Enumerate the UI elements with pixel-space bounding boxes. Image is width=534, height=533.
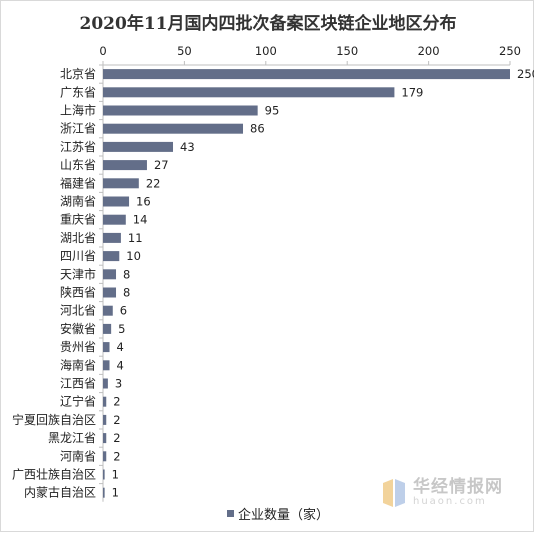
- bar: [103, 269, 117, 280]
- data-label: 2: [113, 413, 120, 427]
- data-label: 14: [133, 213, 148, 227]
- bar: [103, 105, 258, 116]
- data-label: 11: [128, 231, 143, 245]
- data-label: 22: [146, 176, 161, 190]
- data-label: 179: [401, 85, 423, 99]
- bar: [103, 414, 107, 425]
- bar: [103, 69, 510, 80]
- category-label: 福建省: [60, 175, 96, 190]
- bar: [103, 87, 395, 98]
- category-label: 海南省: [60, 357, 96, 372]
- bar: [103, 232, 121, 243]
- category-label: 浙江省: [60, 122, 96, 136]
- bar: [103, 451, 107, 462]
- category-label: 内蒙古自治区: [24, 485, 96, 500]
- category-label: 天津市: [60, 266, 96, 281]
- bar: [103, 214, 126, 225]
- data-label: 6: [120, 304, 127, 318]
- data-label: 1: [112, 468, 119, 482]
- data-label: 4: [117, 340, 124, 354]
- x-tick-label: 250: [499, 44, 521, 58]
- bar: [103, 287, 117, 298]
- category-label: 江西省: [60, 377, 96, 391]
- category-label: 四川省: [60, 249, 96, 263]
- data-label: 86: [250, 122, 265, 136]
- category-label: 广东省: [60, 85, 96, 99]
- category-label: 宁夏回族自治区: [12, 412, 96, 427]
- category-label: 湖南省: [60, 194, 96, 209]
- bar: [103, 178, 139, 189]
- data-label: 4: [117, 358, 124, 372]
- category-label: 上海市: [60, 103, 96, 118]
- data-label: 2: [113, 395, 120, 409]
- bar: [103, 305, 113, 316]
- category-label: 陕西省: [60, 285, 96, 300]
- bar: [103, 123, 244, 134]
- watermark: 华经情报网 huaon.com: [379, 475, 529, 511]
- x-tick-label: 150: [336, 44, 358, 58]
- bar: [103, 141, 174, 152]
- category-label: 河南省: [60, 448, 96, 463]
- bar: [103, 251, 120, 262]
- category-label: 安徽省: [60, 321, 96, 336]
- watermark-en: huaon.com: [413, 495, 487, 507]
- category-label: 广西壮族自治区: [12, 468, 96, 482]
- category-label: 贵州省: [60, 340, 96, 354]
- legend-swatch: [227, 510, 234, 517]
- bar: [103, 360, 110, 371]
- data-label: 8: [123, 267, 130, 281]
- category-label: 北京省: [60, 67, 96, 81]
- bar: [103, 433, 107, 444]
- x-tick-label: 50: [177, 44, 192, 58]
- bar: [103, 396, 107, 407]
- x-tick-label: 0: [99, 44, 106, 58]
- category-label: 重庆省: [60, 213, 96, 227]
- category-label: 山东省: [60, 158, 96, 172]
- bar: [103, 196, 130, 207]
- category-label: 湖北省: [60, 230, 96, 245]
- x-tick-label: 200: [418, 44, 440, 58]
- chart-legend: 企业数量（家）: [227, 504, 329, 523]
- data-label: 1: [112, 486, 119, 500]
- bar: [103, 378, 108, 389]
- data-label: 2: [113, 431, 120, 445]
- data-label: 27: [154, 158, 169, 172]
- data-label: 2: [113, 449, 120, 463]
- bar: [103, 160, 147, 171]
- category-label: 黑龙江省: [48, 431, 96, 445]
- category-label: 江苏省: [60, 140, 96, 154]
- chart-title: 2020年11月国内四批次备案区块链企业地区分布: [79, 14, 457, 34]
- category-label: 辽宁省: [60, 394, 96, 409]
- category-label: 河北省: [60, 304, 96, 318]
- bar: [103, 323, 112, 334]
- data-label: 10: [126, 249, 141, 263]
- data-label: 5: [118, 322, 125, 336]
- watermark-cn: 华经情报网: [413, 476, 503, 497]
- data-label: 250: [517, 67, 534, 81]
- bar: [103, 487, 105, 498]
- data-label: 8: [123, 286, 130, 300]
- data-label: 43: [180, 140, 195, 154]
- bar: [103, 342, 110, 353]
- data-label: 95: [265, 104, 280, 118]
- bar: [103, 469, 105, 480]
- x-tick-label: 100: [255, 44, 277, 58]
- data-label: 16: [136, 195, 151, 209]
- legend-label: 企业数量（家）: [238, 508, 330, 523]
- huaon-logo-icon: [383, 479, 405, 507]
- data-label: 3: [115, 377, 122, 391]
